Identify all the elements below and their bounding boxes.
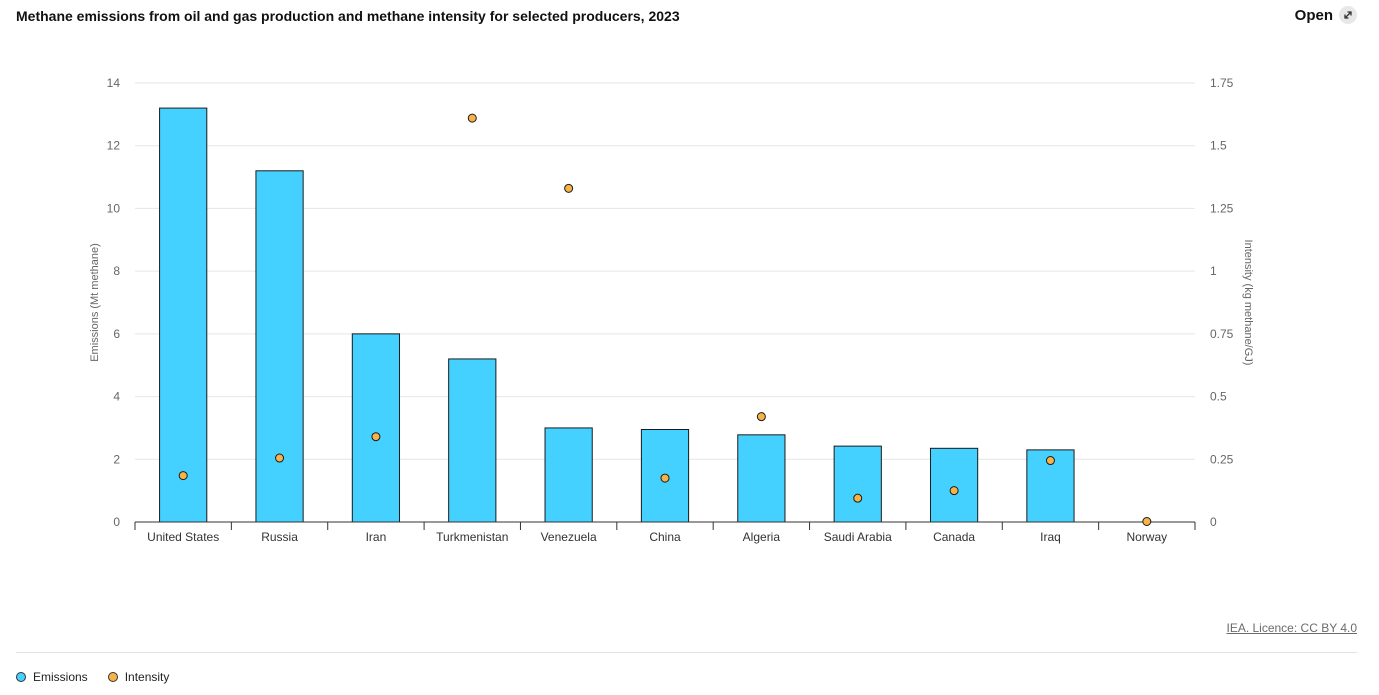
point-intensity bbox=[949, 486, 959, 496]
methane-chart: 0 2 4 6 8 10 12 14 0 0.25 0.5 0.75 1 1.25 1.5 1.75 Emiss… bbox=[89, 76, 1254, 544]
x-tick-label: Turkmenistan bbox=[436, 530, 508, 544]
bar-emissions bbox=[448, 358, 497, 523]
point-intensity bbox=[275, 453, 285, 463]
legend-label-intensity: Intensity bbox=[124, 670, 170, 684]
legend-label-emissions: Emissions bbox=[33, 670, 88, 684]
legend-divider bbox=[16, 652, 1357, 653]
y2-tick-label: 1 bbox=[1210, 264, 1217, 278]
x-tick-label: Algeria bbox=[743, 530, 781, 544]
point-intensity bbox=[756, 412, 766, 422]
point-intensity bbox=[1142, 516, 1152, 526]
y-tick-label: 8 bbox=[113, 264, 120, 278]
bar-emissions bbox=[833, 445, 882, 523]
y2-tick-label: 0 bbox=[1210, 515, 1217, 529]
point-intensity bbox=[1045, 456, 1055, 466]
bar-emissions bbox=[929, 447, 979, 523]
y2-tick-label: 1.25 bbox=[1210, 201, 1234, 215]
y-tick-label: 2 bbox=[113, 452, 120, 466]
x-tick-label: Venezuela bbox=[541, 530, 597, 544]
y-tick-label: 0 bbox=[113, 515, 120, 529]
y2-axis-title: Intensity (kg methane/GJ) bbox=[1242, 240, 1254, 366]
point-intensity bbox=[853, 493, 863, 503]
y-tick-label: 4 bbox=[113, 390, 120, 404]
point-intensity bbox=[371, 432, 381, 442]
x-tick-label: China bbox=[649, 530, 681, 544]
legend-item-emissions[interactable]: Emissions bbox=[16, 670, 88, 684]
y-axis-title: Emissions (Mt methane) bbox=[89, 243, 101, 362]
open-button[interactable]: Open bbox=[1295, 6, 1357, 24]
point-intensity bbox=[467, 113, 477, 123]
x-tick-label: Iran bbox=[366, 530, 387, 544]
x-tick-label: United States bbox=[147, 530, 219, 544]
x-tick-label: Russia bbox=[261, 530, 298, 544]
legend: Emissions Intensity bbox=[16, 670, 169, 684]
bar-emissions bbox=[737, 434, 786, 523]
bar-emissions bbox=[544, 427, 593, 523]
open-label: Open bbox=[1294, 6, 1333, 24]
source-link[interactable]: IEA. Licence: CC BY 4.0 bbox=[1226, 621, 1357, 635]
y2-tick-label: 0.25 bbox=[1210, 452, 1234, 466]
legend-swatch-intensity bbox=[107, 672, 118, 682]
y-tick-label: 14 bbox=[107, 76, 121, 90]
y-tick-label: 10 bbox=[107, 201, 121, 215]
y2-tick-label: 0.75 bbox=[1210, 327, 1234, 341]
y2-tick-label: 1.5 bbox=[1210, 139, 1227, 153]
chart-title: Methane emissions from oil and gas produ… bbox=[16, 8, 680, 24]
x-tick-label: Norway bbox=[1126, 530, 1167, 544]
y-tick-label: 6 bbox=[113, 327, 120, 341]
bar-emissions bbox=[351, 333, 401, 523]
point-intensity bbox=[660, 473, 670, 483]
point-intensity bbox=[564, 183, 574, 193]
expand-icon bbox=[1339, 6, 1357, 24]
bar-emissions bbox=[255, 170, 304, 523]
x-tick-label: Canada bbox=[933, 530, 975, 544]
x-tick-label: Iraq bbox=[1040, 530, 1061, 544]
bar-emissions bbox=[159, 107, 208, 523]
x-tick-label: Saudi Arabia bbox=[824, 530, 892, 544]
y2-tick-label: 1.75 bbox=[1210, 76, 1234, 90]
legend-item-intensity[interactable]: Intensity bbox=[107, 670, 170, 684]
y2-tick-label: 0.5 bbox=[1210, 390, 1227, 404]
y-tick-label: 12 bbox=[107, 139, 121, 153]
legend-swatch-emissions bbox=[16, 672, 26, 682]
point-intensity bbox=[178, 471, 188, 481]
